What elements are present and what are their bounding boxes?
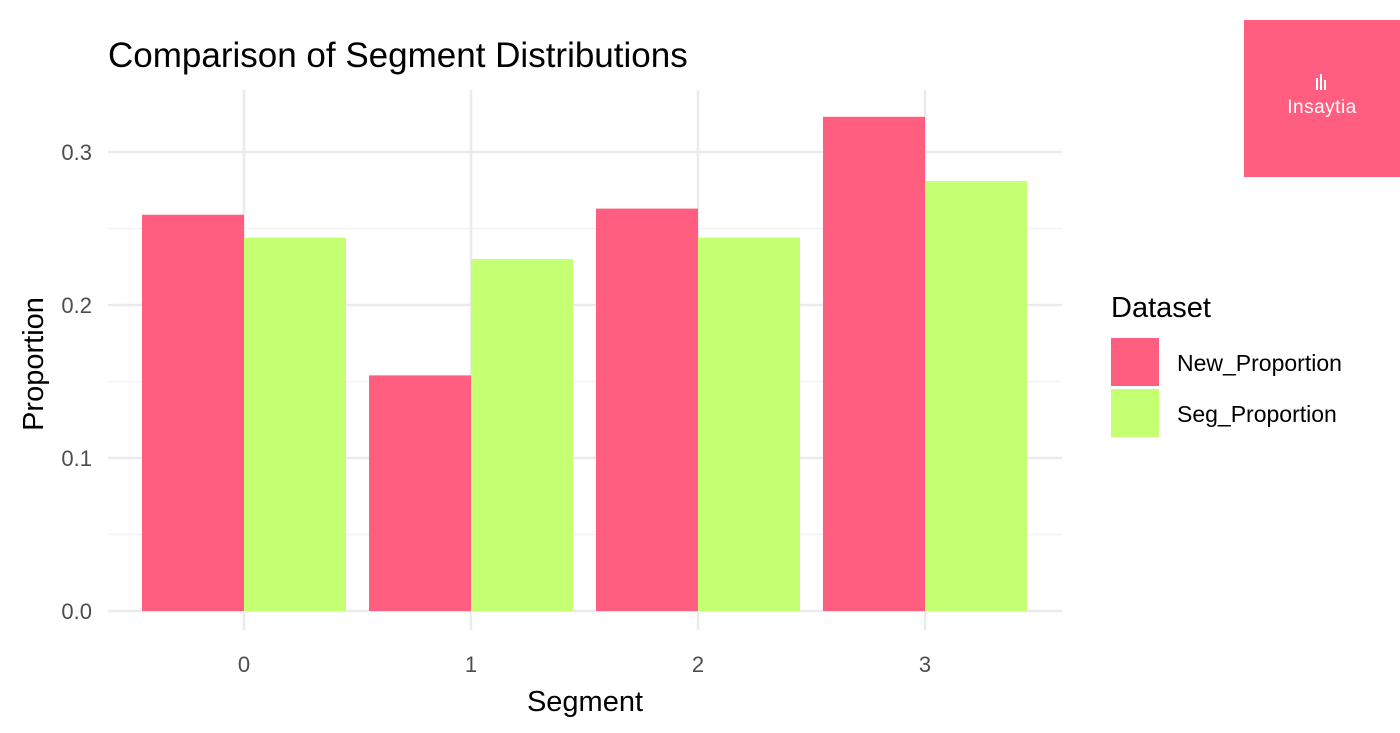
legend-label-New_Proportion: New_Proportion: [1177, 350, 1342, 376]
bar-New_Proportion-2: [596, 208, 698, 612]
logo: Insaytia: [1244, 20, 1400, 177]
y-axis-title: Proportion: [18, 297, 50, 431]
y-tick-label: 0.1: [61, 446, 92, 471]
bar-New_Proportion-3: [823, 116, 925, 611]
legend-key-New_Proportion: [1111, 338, 1159, 386]
legend: Dataset New_Proportion Seg_Proportion: [1111, 292, 1342, 437]
bar-New_Proportion-0: [142, 214, 244, 612]
x-tick-label: 1: [465, 652, 477, 677]
y-tick-label: 0.3: [61, 140, 92, 165]
legend-key-Seg_Proportion: [1111, 389, 1159, 437]
bar-New_Proportion-1: [369, 375, 471, 611]
x-tick-label: 2: [692, 652, 704, 677]
y-axis-ticks: 0.0 0.1 0.2 0.3: [61, 140, 92, 624]
bar-Seg_Proportion-1: [471, 259, 573, 611]
legend-label-Seg_Proportion: Seg_Proportion: [1177, 401, 1337, 427]
x-tick-label: 3: [919, 652, 931, 677]
logo-text: Insaytia: [1287, 97, 1356, 118]
x-axis-title: Segment: [527, 686, 643, 718]
logo-background: [1244, 20, 1400, 177]
y-tick-label: 0.0: [61, 599, 92, 624]
x-tick-label: 0: [238, 652, 250, 677]
bar-Seg_Proportion-3: [925, 181, 1027, 611]
bar-Seg_Proportion-0: [244, 237, 346, 611]
bars: [142, 116, 1027, 612]
bar-mark-icon: [1316, 74, 1326, 90]
bar-Seg_Proportion-2: [698, 237, 800, 611]
y-tick-label: 0.2: [61, 293, 92, 318]
x-axis-ticks: 0 1 2 3: [238, 652, 931, 677]
chart-title: Comparison of Segment Distributions: [108, 36, 688, 75]
legend-title: Dataset: [1111, 292, 1211, 324]
